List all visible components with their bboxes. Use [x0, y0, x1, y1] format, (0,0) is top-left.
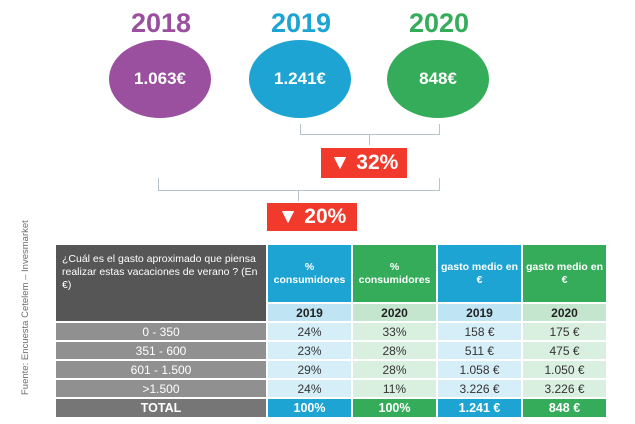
- col-year-pct-2019: 2019: [268, 304, 351, 321]
- change-badge-2019-2020: ▼ 32%: [321, 148, 407, 178]
- col-header-pct-2019: % consumidores: [268, 245, 351, 302]
- table-row: 0 - 350 24% 33% 158 € 175 €: [56, 323, 606, 340]
- row-label: 0 - 350: [56, 323, 266, 340]
- col-header-avg-2020: gasto medio en €: [523, 245, 606, 302]
- bubble-2020-value: 848€: [419, 69, 457, 88]
- row-label: 351 - 600: [56, 342, 266, 359]
- table-cell: 3.226 €: [438, 380, 521, 397]
- row-label: >1.500: [56, 380, 266, 397]
- bubble-2019-value: 1.241€: [274, 69, 326, 88]
- col-year-pct-2020: 2020: [353, 304, 436, 321]
- change-badge-2018-2020: ▼ 20%: [267, 203, 357, 231]
- table-cell: 33%: [353, 323, 436, 340]
- table-cell: 158 €: [438, 323, 521, 340]
- table-cell: 1.050 €: [523, 361, 606, 378]
- col-header-avg-2019: gasto medio en €: [438, 245, 521, 302]
- table-cell: 511 €: [438, 342, 521, 359]
- col-header-pct-2020: % consumidores: [353, 245, 436, 302]
- table-cell: 475 €: [523, 342, 606, 359]
- bubble-2018-value: 1.063€: [134, 69, 186, 88]
- bracket-2018-2020-tick: [298, 191, 299, 201]
- table-cell: 24%: [268, 380, 351, 397]
- table-cell: 1.058 €: [438, 361, 521, 378]
- table-row: >1.500 24% 11% 3.226 € 3.226 €: [56, 380, 606, 397]
- total-cell: 1.241 €: [438, 399, 521, 417]
- bubble-2018: 1.063€: [109, 40, 211, 118]
- total-label: TOTAL: [56, 399, 266, 417]
- bubble-2019: 1.241€: [249, 40, 351, 118]
- question-header: ¿Cuál es el gasto aproximado que piensa …: [56, 245, 266, 321]
- total-cell: 848 €: [523, 399, 606, 417]
- spending-table: ¿Cuál es el gasto aproximado que piensa …: [54, 243, 608, 419]
- table-row: 601 - 1.500 29% 28% 1.058 € 1.050 €: [56, 361, 606, 378]
- col-year-avg-2019: 2019: [438, 304, 521, 321]
- table-cell: 28%: [353, 361, 436, 378]
- table-row: 351 - 600 23% 28% 511 € 475 €: [56, 342, 606, 359]
- bracket-2018-2020: [158, 178, 440, 191]
- row-label: 601 - 1.500: [56, 361, 266, 378]
- table-cell: 11%: [353, 380, 436, 397]
- total-cell: 100%: [268, 399, 351, 417]
- bubble-2020: 848€: [387, 40, 489, 118]
- table-cell: 175 €: [523, 323, 606, 340]
- year-2019-label: 2019: [270, 8, 332, 38]
- table-cell: 3.226 €: [523, 380, 606, 397]
- total-cell: 100%: [353, 399, 436, 417]
- bracket-2019-2020-tick: [369, 135, 370, 145]
- col-year-avg-2020: 2020: [523, 304, 606, 321]
- year-2018-label: 2018: [130, 8, 192, 38]
- source-note: Fuente: Encuesta Cetelem – Invesmarket: [20, 220, 31, 395]
- year-2020-label: 2020: [408, 8, 470, 38]
- table-cell: 23%: [268, 342, 351, 359]
- table-cell: 28%: [353, 342, 436, 359]
- total-row: TOTAL 100% 100% 1.241 € 848 €: [56, 399, 606, 417]
- bracket-2019-2020: [300, 124, 440, 135]
- table-cell: 24%: [268, 323, 351, 340]
- table-cell: 29%: [268, 361, 351, 378]
